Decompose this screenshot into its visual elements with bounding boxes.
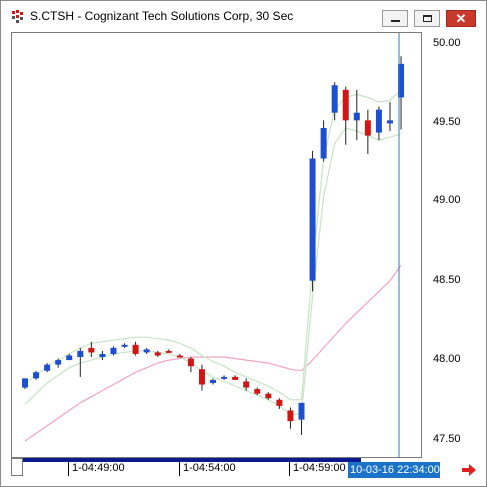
candle-body: [154, 352, 161, 356]
time-scroll-bar[interactable]: [23, 458, 361, 462]
time-axis-corner: [11, 458, 23, 476]
candle-body: [287, 410, 294, 422]
candle-body: [88, 347, 95, 353]
candle-body: [44, 364, 51, 371]
candle-body: [375, 109, 382, 133]
maximize-button[interactable]: [414, 10, 440, 27]
close-button[interactable]: ✕: [446, 10, 476, 27]
time-label: 1-04:54:00: [183, 462, 236, 474]
band-lower-line: [24, 127, 402, 416]
band-upper-line: [24, 89, 402, 401]
candle-body: [110, 347, 117, 354]
time-tick: [179, 462, 180, 476]
candle-body: [99, 353, 106, 358]
candle-body: [176, 355, 183, 358]
candle-body: [342, 89, 349, 121]
candle-body: [298, 402, 305, 420]
candle-body: [320, 127, 327, 159]
candlestick-chart: [22, 33, 405, 457]
candle-body: [309, 158, 316, 281]
price-label: 49.50: [433, 116, 461, 128]
candle-body: [55, 360, 62, 365]
price-label: 48.00: [433, 353, 461, 365]
time-tick: [289, 462, 290, 476]
candle-body: [22, 378, 28, 388]
candle-body: [198, 369, 205, 385]
maximize-icon: [423, 15, 432, 22]
time-tick: [68, 462, 69, 476]
time-label: 1-04:59:00: [293, 462, 346, 474]
candle-body: [331, 85, 338, 113]
window-title: S.CTSH - Cognizant Tech Solutions Corp, …: [30, 9, 294, 23]
candle-body: [33, 372, 40, 379]
candle-body: [243, 381, 250, 388]
title-bar[interactable]: S.CTSH - Cognizant Tech Solutions Corp, …: [1, 1, 486, 31]
candle-body: [210, 379, 217, 383]
cursor-time-label: 10-03-16 22:34:00: [348, 462, 440, 478]
price-axis[interactable]: 50.00 49.50 49.00 48.50 48.00 47.50: [423, 32, 486, 458]
candle-body: [353, 112, 360, 121]
time-axis[interactable]: 1-04:49:00 1-04:54:00 1-04:59:00: [11, 458, 422, 480]
candle-body: [386, 120, 393, 124]
candle-body: [254, 389, 261, 394]
candle-body: [77, 350, 84, 358]
candle-body: [276, 399, 283, 406]
price-label: 48.50: [433, 274, 461, 286]
candle-body: [232, 376, 239, 380]
chart-app-icon: [12, 10, 23, 23]
price-label: 50.00: [433, 37, 461, 49]
candle-body: [66, 355, 73, 361]
price-label: 47.50: [433, 433, 461, 445]
candle-body: [265, 393, 272, 399]
moving-average-line: [24, 265, 402, 442]
candle-body: [121, 344, 128, 347]
candle-body: [221, 376, 228, 379]
scroll-right-arrow-icon[interactable]: [461, 463, 477, 477]
time-label: 1-04:49:00: [72, 462, 125, 474]
candle-body: [165, 350, 172, 353]
candle-body: [398, 63, 405, 98]
close-icon: ✕: [455, 11, 467, 26]
chart-plot-area[interactable]: [11, 32, 422, 458]
minimize-icon: [391, 20, 400, 22]
candle-body: [143, 349, 150, 353]
price-label: 49.00: [433, 194, 461, 206]
candle-body: [364, 120, 371, 136]
candle-body: [132, 344, 139, 354]
minimize-button[interactable]: [382, 10, 408, 27]
candle-body: [187, 358, 194, 367]
